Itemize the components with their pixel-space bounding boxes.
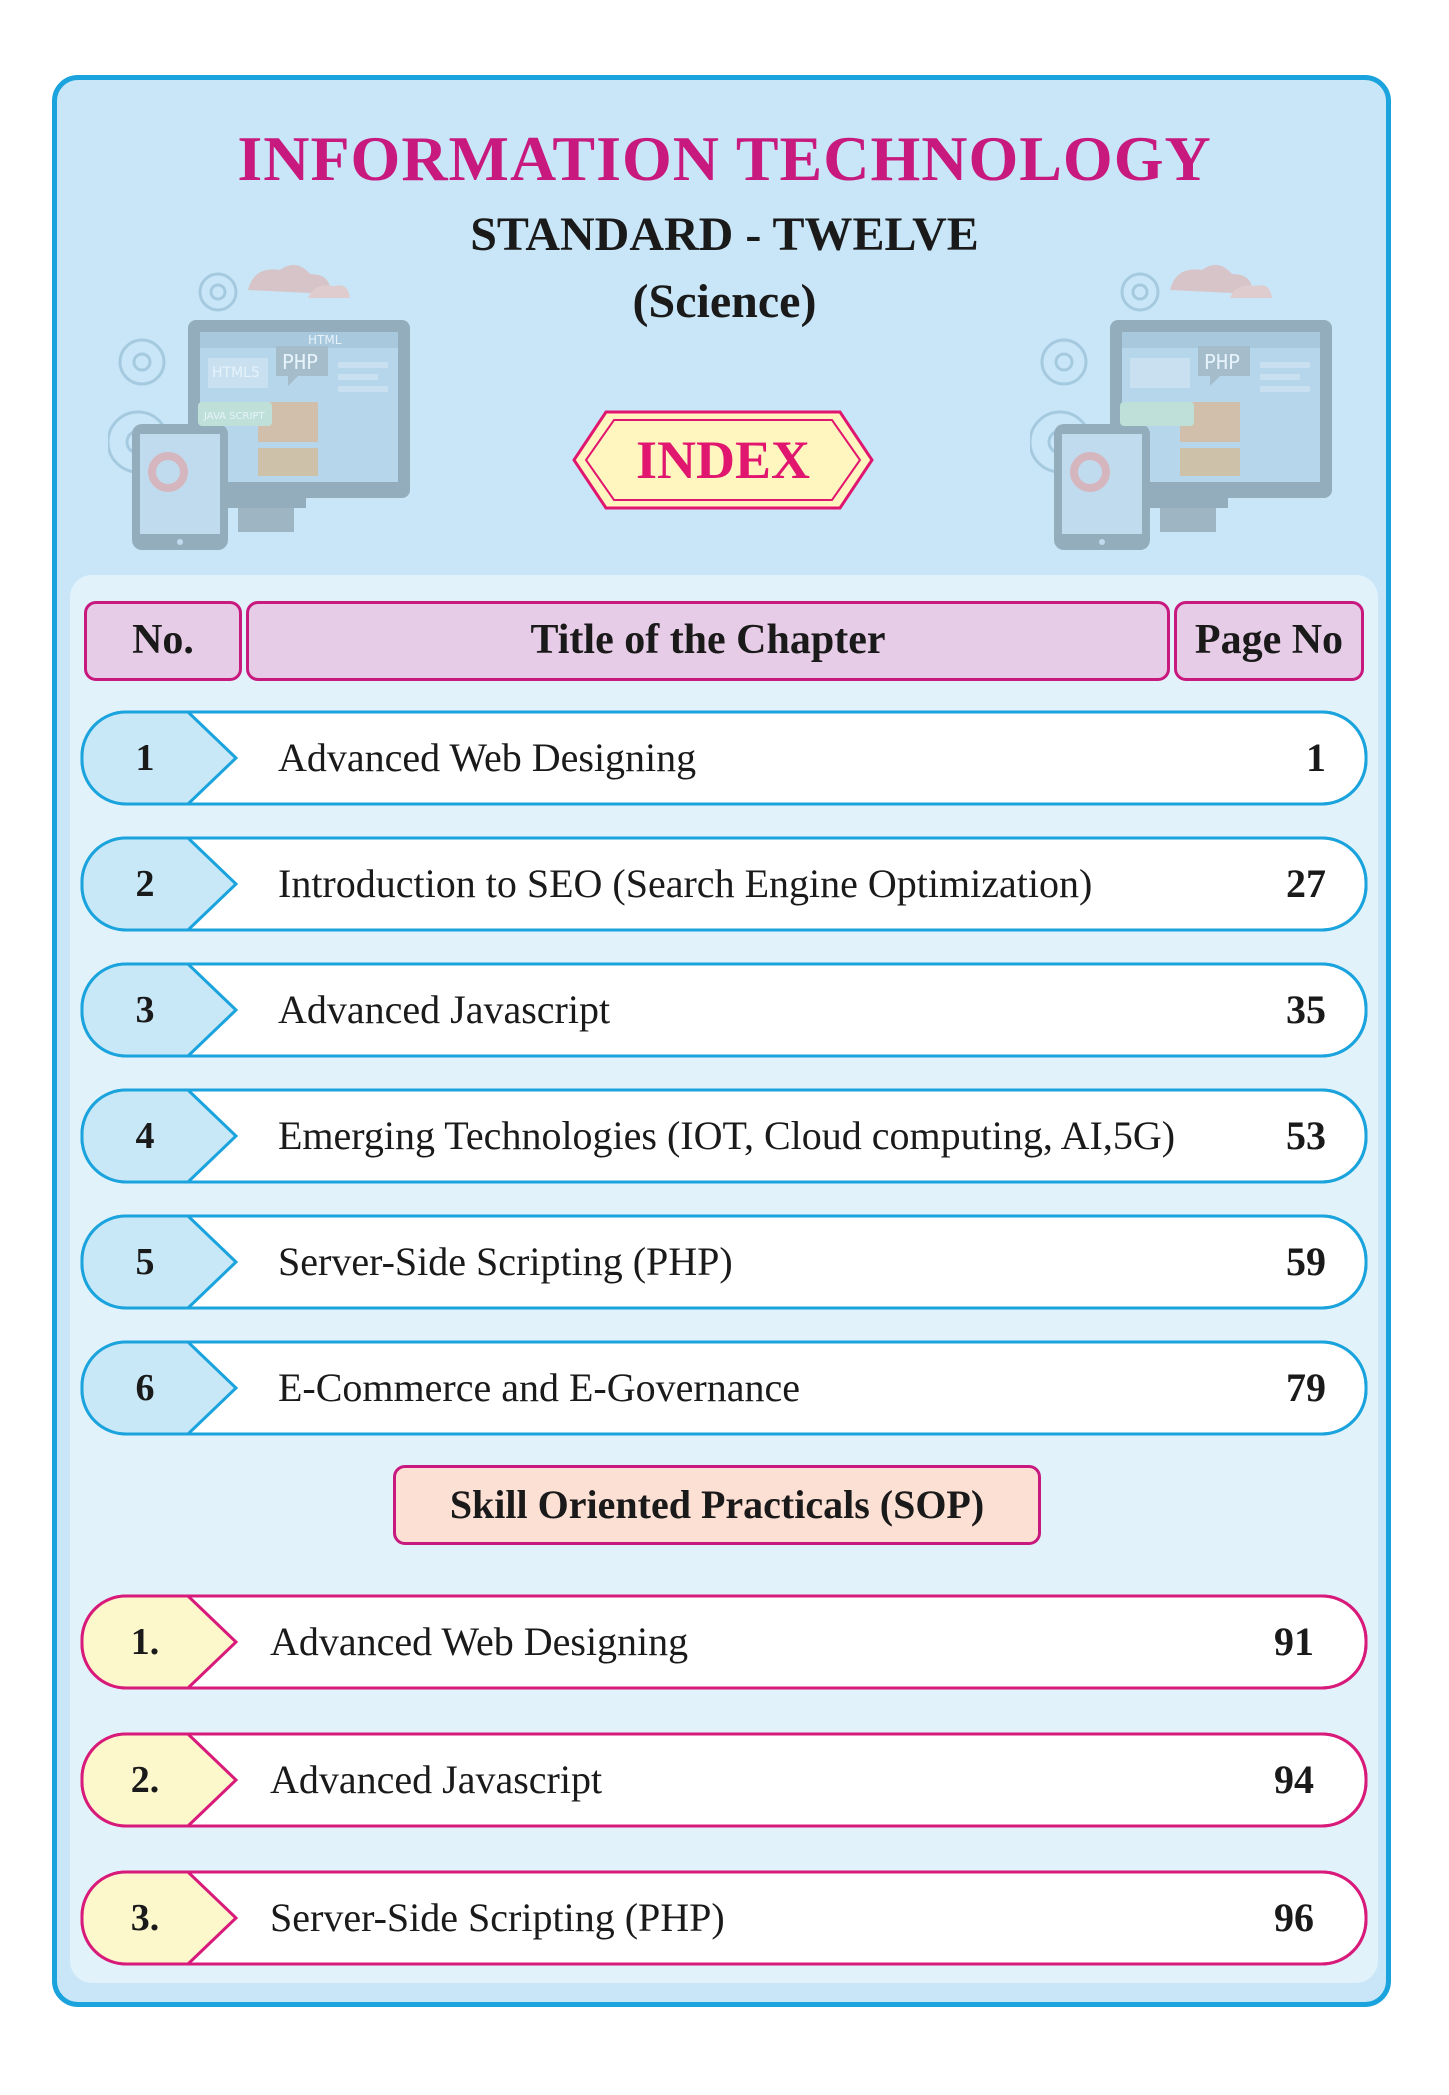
svg-text:JAVA SCRIPT: JAVA SCRIPT (203, 411, 265, 422)
column-header-page: Page No (1174, 601, 1364, 681)
row-page-number: 94 (1274, 1757, 1314, 1802)
row-title: Advanced Web Designing (270, 1619, 689, 1664)
row-page-number: 79 (1286, 1365, 1326, 1410)
svg-text:HTML5: HTML5 (212, 365, 260, 381)
row-pill-shape (80, 1870, 1368, 1966)
standard-label: STANDARD - TWELVE (470, 208, 979, 261)
index-badge (572, 410, 874, 510)
row-number: 2 (135, 863, 155, 905)
row-page-number: 1 (1306, 735, 1326, 780)
column-header-title: Title of the Chapter (246, 601, 1170, 681)
row-page-number: 27 (1286, 861, 1326, 906)
stream-label: (Science) (632, 275, 817, 328)
row-number: 1 (135, 737, 155, 779)
chapter-row[interactable]: 5 Server-Side Scripting (PHP) 59 (80, 1214, 1368, 1310)
web-devices-illustration-right: PHP (1030, 264, 1332, 550)
row-number: 2. (130, 1759, 160, 1801)
sop-row[interactable]: 2. Advanced Javascript 94 (80, 1732, 1368, 1828)
row-pill-shape (80, 1732, 1368, 1828)
row-number: 3 (135, 989, 155, 1031)
row-number: 5 (135, 1241, 155, 1283)
column-header-no: No. (84, 601, 242, 681)
row-title: Advanced Web Designing (278, 735, 697, 780)
svg-text:PHP: PHP (1204, 350, 1240, 374)
row-page-number: 96 (1274, 1895, 1314, 1940)
svg-text:HTML: HTML (308, 333, 342, 347)
row-title: Emerging Technologies (IOT, Cloud comput… (278, 1113, 1176, 1158)
row-title: Server-Side Scripting (PHP) (270, 1895, 725, 1940)
row-page-number: 91 (1274, 1619, 1314, 1664)
row-title: Introduction to SEO (Search Engine Optim… (278, 861, 1093, 906)
row-pill-shape (80, 836, 1368, 932)
row-pill-shape (80, 962, 1368, 1058)
row-title: Advanced Javascript (270, 1757, 603, 1802)
book-title: INFORMATION TECHNOLOGY (237, 123, 1212, 194)
row-pill-shape (80, 1088, 1368, 1184)
row-title: Advanced Javascript (278, 987, 611, 1032)
index-title: INDEX (635, 430, 811, 490)
svg-text:PHP: PHP (282, 350, 318, 374)
row-pill-shape (80, 1340, 1368, 1436)
row-page-number: 59 (1286, 1239, 1326, 1284)
sop-row[interactable]: 1. Advanced Web Designing 91 (80, 1594, 1368, 1690)
row-number: 6 (135, 1367, 155, 1409)
chapter-row[interactable]: 3 Advanced Javascript 35 (80, 962, 1368, 1058)
row-pill-shape (80, 1594, 1368, 1690)
row-pill-shape (80, 1214, 1368, 1310)
row-page-number: 53 (1286, 1113, 1326, 1158)
row-title: Server-Side Scripting (PHP) (278, 1239, 733, 1284)
sop-row[interactable]: 3. Server-Side Scripting (PHP) 96 (80, 1870, 1368, 1966)
row-number: 3. (130, 1897, 160, 1939)
chapter-row[interactable]: 4 Emerging Technologies (IOT, Cloud compu… (80, 1088, 1368, 1184)
row-page-number: 35 (1286, 987, 1326, 1032)
chapter-row[interactable]: 1 Advanced Web Designing 1 (80, 710, 1368, 806)
row-pill-shape (80, 710, 1368, 806)
sop-heading: Skill Oriented Practicals (SOP) (393, 1465, 1041, 1545)
chapter-row[interactable]: 2 Introduction to SEO (Search Engine Opti… (80, 836, 1368, 932)
chapter-row[interactable]: 6 E-Commerce and E-Governance 79 (80, 1340, 1368, 1436)
row-number: 1. (130, 1621, 160, 1663)
row-number: 4 (135, 1115, 155, 1157)
row-title: E-Commerce and E-Governance (278, 1365, 800, 1410)
web-devices-illustration: HTML HTML5 PHP JAVA SCRIPT (108, 264, 410, 550)
